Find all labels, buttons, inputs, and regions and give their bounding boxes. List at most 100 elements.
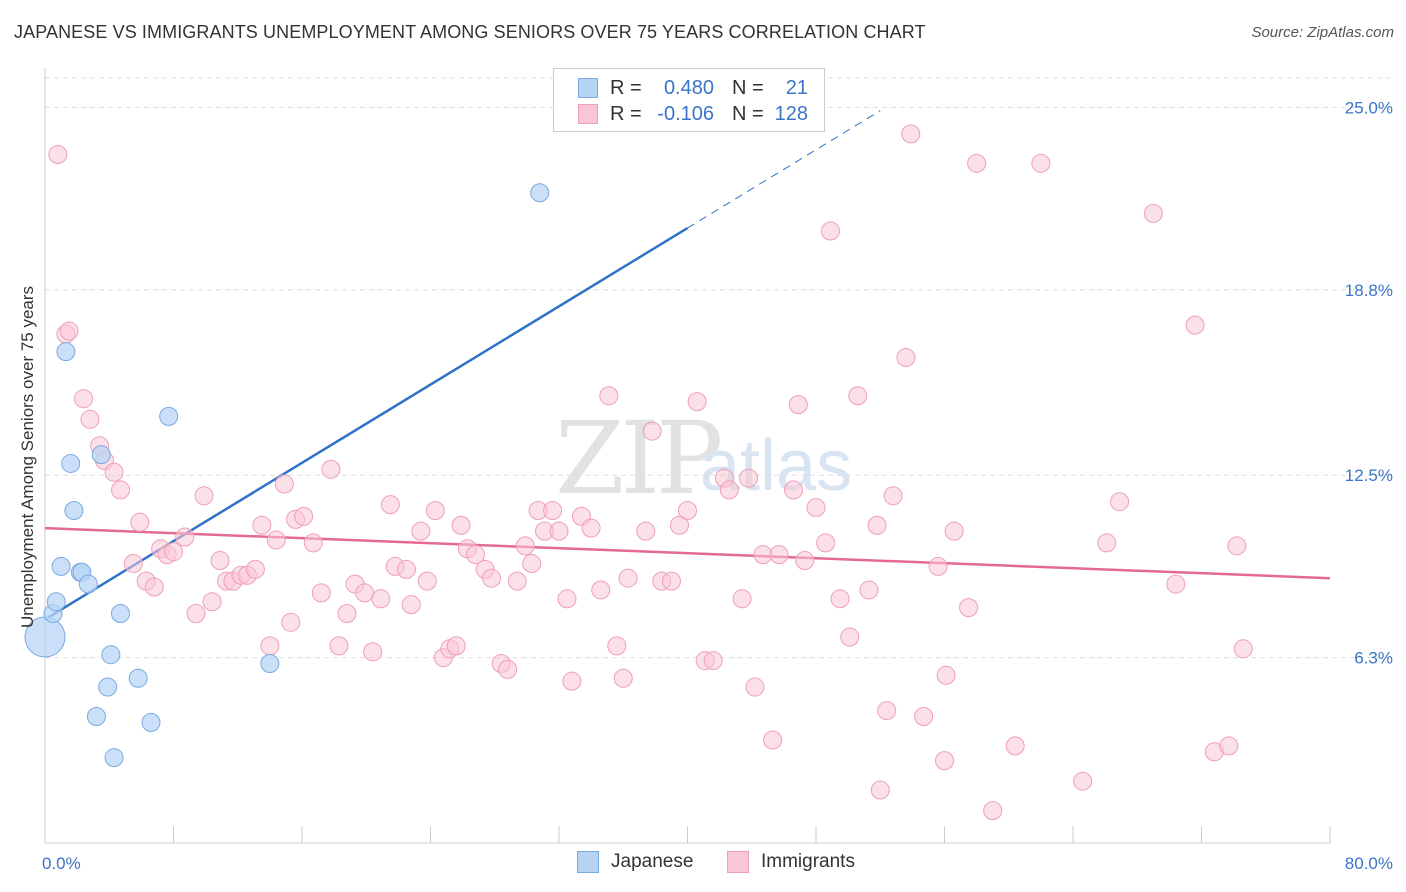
- immigrants-point: [599, 386, 619, 406]
- immigrants-point: [245, 559, 265, 579]
- immigrants-point: [417, 571, 437, 591]
- y-tick-label: 6.3%: [1354, 649, 1393, 668]
- immigrants-point: [820, 221, 840, 241]
- immigrants-point: [549, 521, 569, 541]
- immigrants-point: [618, 568, 638, 588]
- immigrants-point: [763, 730, 783, 750]
- japanese-trend-extension: [687, 110, 881, 229]
- immigrants-point: [562, 671, 582, 691]
- bottom-legend-label-japanese: Japanese: [611, 851, 694, 872]
- immigrants-point: [543, 501, 563, 521]
- bottom-legend-immigrants: Immigrants: [727, 851, 855, 873]
- immigrants-point: [883, 486, 903, 506]
- immigrants-point: [104, 462, 124, 482]
- immigrants-point: [311, 583, 331, 603]
- immigrants-point: [896, 348, 916, 368]
- legend-n-value: 21: [785, 76, 808, 99]
- immigrants-point: [337, 604, 357, 623]
- japanese-point: [101, 645, 121, 665]
- immigrants-point: [446, 636, 466, 656]
- japanese-point: [91, 445, 111, 465]
- japanese-point: [64, 501, 84, 521]
- immigrants-point: [80, 409, 100, 429]
- immigrants-point: [870, 780, 890, 800]
- immigrants-point: [607, 636, 627, 656]
- immigrants-point: [194, 486, 214, 506]
- immigrants-point: [687, 392, 707, 412]
- immigrants-point: [944, 521, 964, 541]
- immigrants-point: [294, 506, 314, 526]
- legend-row-japanese: R = 0.480 N = 21: [578, 76, 808, 100]
- immigrants-point: [498, 659, 518, 679]
- immigrants-point: [507, 571, 527, 591]
- immigrants-point: [928, 556, 948, 576]
- immigrants-point: [522, 553, 542, 573]
- immigrants-point: [840, 627, 860, 647]
- immigrants-point: [411, 521, 431, 541]
- immigrants-point: [591, 580, 611, 600]
- legend-r-label: R =: [610, 102, 642, 125]
- x-tick-label-min: 0.0%: [42, 854, 81, 873]
- immigrants-point: [784, 480, 804, 500]
- immigrants-point: [425, 501, 445, 521]
- immigrants-point: [678, 501, 697, 521]
- bottom-legend-label-immigrants: Immigrants: [761, 851, 855, 872]
- japanese-point: [104, 748, 124, 768]
- immigrants-point: [1233, 639, 1253, 659]
- immigrants-point: [935, 751, 954, 771]
- immigrants-point: [363, 642, 383, 662]
- bottom-legend-swatch-immigrants: [727, 851, 749, 873]
- immigrants-point: [859, 580, 879, 600]
- immigrants-point: [465, 545, 485, 565]
- bottom-legend-japanese: Japanese: [577, 851, 693, 873]
- japanese-point: [141, 712, 161, 732]
- immigrants-point: [1166, 574, 1186, 594]
- legend-swatch-immigrants: [578, 104, 598, 124]
- immigrants-point: [1219, 736, 1239, 756]
- immigrants-point: [1227, 536, 1247, 556]
- y-tick-label: 25.0%: [1345, 98, 1393, 117]
- immigrants-point: [74, 389, 94, 409]
- immigrants-point: [901, 124, 921, 144]
- japanese-point: [56, 342, 76, 362]
- immigrants-point: [1005, 736, 1025, 756]
- immigrants-point: [967, 153, 987, 173]
- immigrants-point: [613, 668, 633, 688]
- immigrants-point: [581, 518, 601, 538]
- immigrants-point: [371, 589, 391, 609]
- immigrants-point: [401, 595, 421, 615]
- immigrants-point: [719, 480, 739, 500]
- legend-n-value: 128: [774, 102, 808, 125]
- japanese-point: [110, 604, 130, 623]
- immigrants-point: [1185, 315, 1205, 335]
- immigrants-point: [732, 589, 752, 609]
- immigrants-point: [274, 474, 294, 494]
- immigrants-point: [110, 480, 130, 500]
- immigrants-point: [186, 604, 206, 623]
- y-axis-label: Unemployment Among Seniors over 75 years: [18, 286, 37, 628]
- immigrants-point: [329, 636, 349, 656]
- legend-r-value: -0.106: [657, 102, 714, 125]
- x-tick-label-max: 80.0%: [1345, 854, 1393, 873]
- immigrants-point: [1110, 492, 1130, 512]
- japanese-point: [530, 183, 550, 203]
- immigrants-point: [745, 677, 765, 697]
- immigrants-point: [788, 395, 808, 415]
- immigrants-point: [1097, 533, 1117, 553]
- immigrants-point: [451, 515, 471, 535]
- immigrants-point: [175, 527, 195, 547]
- japanese-point: [46, 592, 66, 612]
- immigrants-point: [739, 468, 759, 488]
- tick-labels: 25.0% 18.8% 12.5% 6.3% 0.0% 80.0%: [42, 98, 1393, 873]
- japanese-point: [78, 574, 98, 594]
- correlation-legend: R = 0.480 N = 21 R = -0.106 N = 128: [553, 68, 825, 132]
- immigrants-point: [355, 583, 375, 603]
- immigrants-trend-line: [44, 526, 1331, 580]
- immigrants-point: [144, 577, 164, 597]
- immigrants-point: [396, 559, 416, 579]
- legend-r-value: 0.480: [663, 76, 714, 99]
- watermark-zip: ZIP: [555, 400, 723, 517]
- immigrants-point: [1073, 771, 1093, 791]
- y-tick-label: 18.8%: [1345, 281, 1393, 300]
